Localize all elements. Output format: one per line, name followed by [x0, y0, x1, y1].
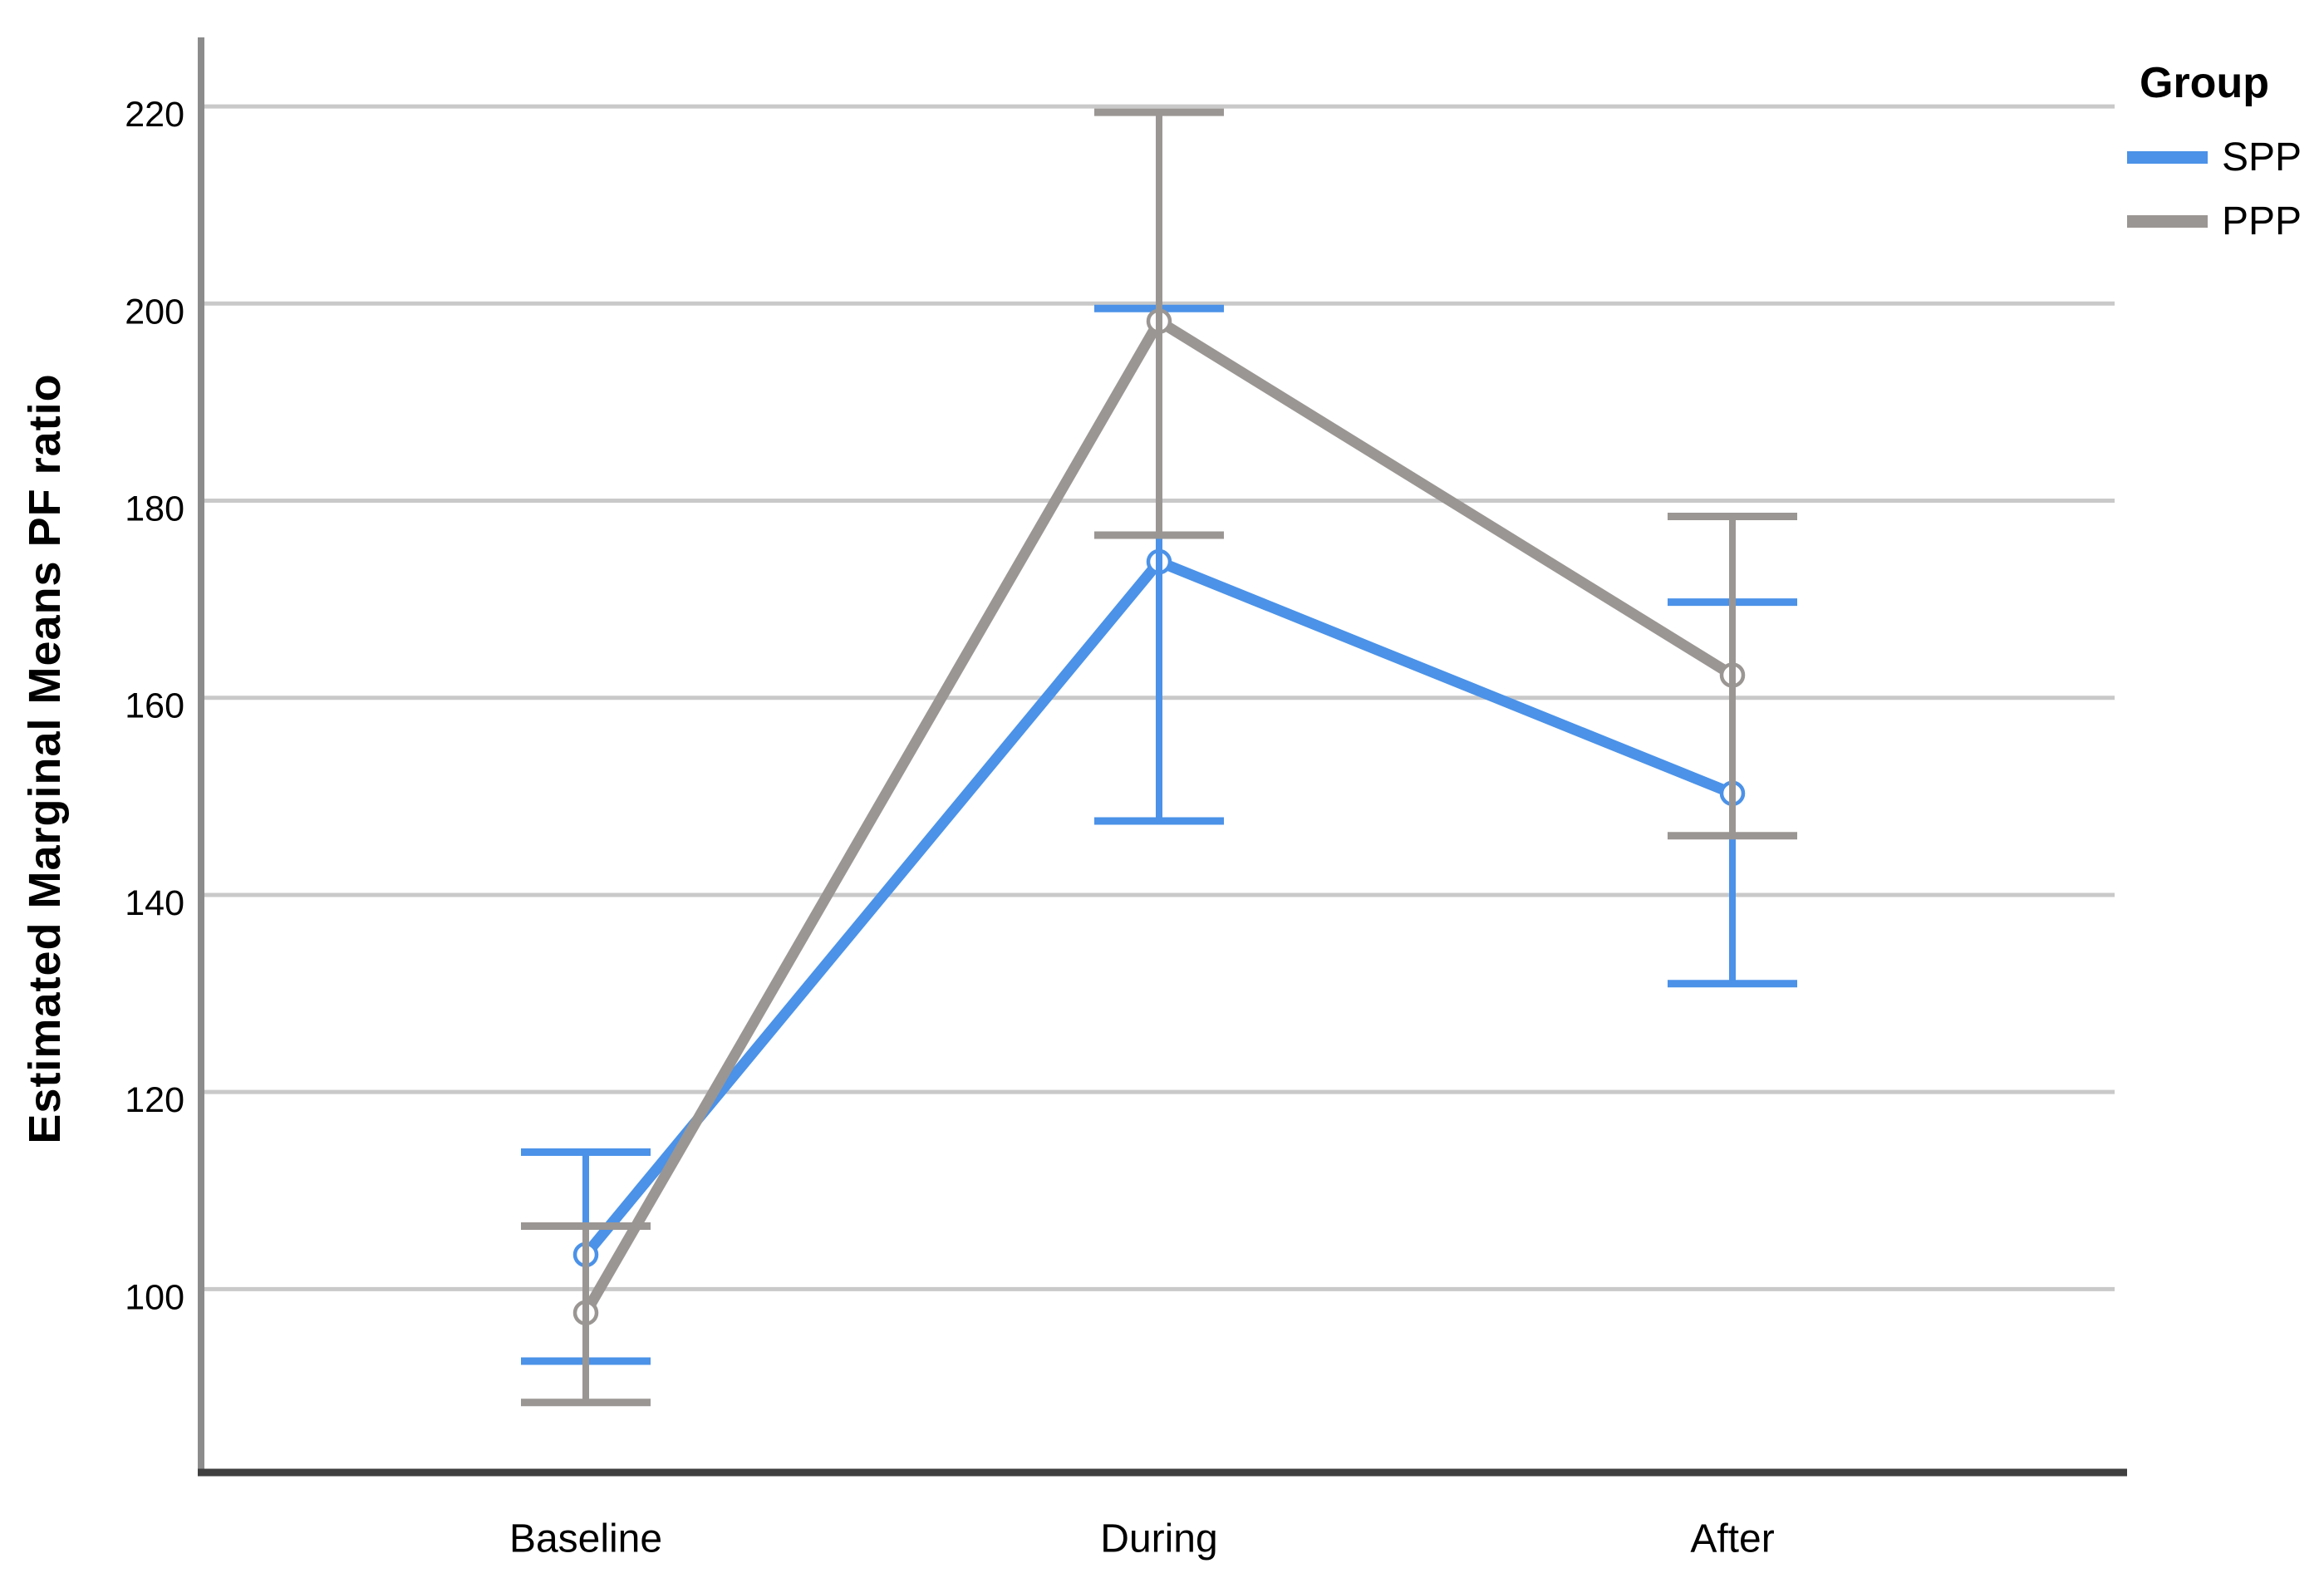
y-tick-label-220: 220	[125, 95, 184, 135]
series-layer	[521, 108, 1797, 1407]
y-tick-label-100: 100	[125, 1277, 184, 1317]
ppp-line-swatch	[2127, 215, 2208, 228]
y-tick-label-120: 120	[125, 1080, 184, 1120]
y-axis-title: Estimated Marginal Means PF ratio	[20, 373, 70, 1144]
spp-line-swatch	[2127, 151, 2208, 164]
ppp-errorbar-baseline	[521, 1222, 651, 1407]
tick-label-layer: 100 120 140 160 180 200 220 Baseline During After	[125, 95, 1774, 1561]
legend-label-ppp: PPP	[2222, 199, 2302, 243]
axis-layer	[198, 37, 2127, 1477]
legend-label-spp: SPP	[2222, 135, 2302, 179]
y-tick-label-180: 180	[125, 489, 184, 529]
x-tick-label-baseline: Baseline	[509, 1517, 662, 1561]
legend-item-ppp: PPP	[2127, 199, 2324, 244]
ppp-errorbar-after	[1668, 512, 1797, 840]
legend-item-spp: SPP	[2127, 135, 2324, 180]
x-tick-label-during: During	[1100, 1517, 1217, 1561]
x-tick-label-after: After	[1690, 1517, 1774, 1561]
legend-title: Group	[2140, 59, 2269, 107]
ppp-errorbar-during	[1094, 108, 1224, 539]
y-tick-label-160: 160	[125, 686, 184, 726]
y-tick-label-140: 140	[125, 883, 184, 923]
y-tick-label-200: 200	[125, 292, 184, 332]
legend: Group SPP PPP	[2127, 58, 2324, 263]
